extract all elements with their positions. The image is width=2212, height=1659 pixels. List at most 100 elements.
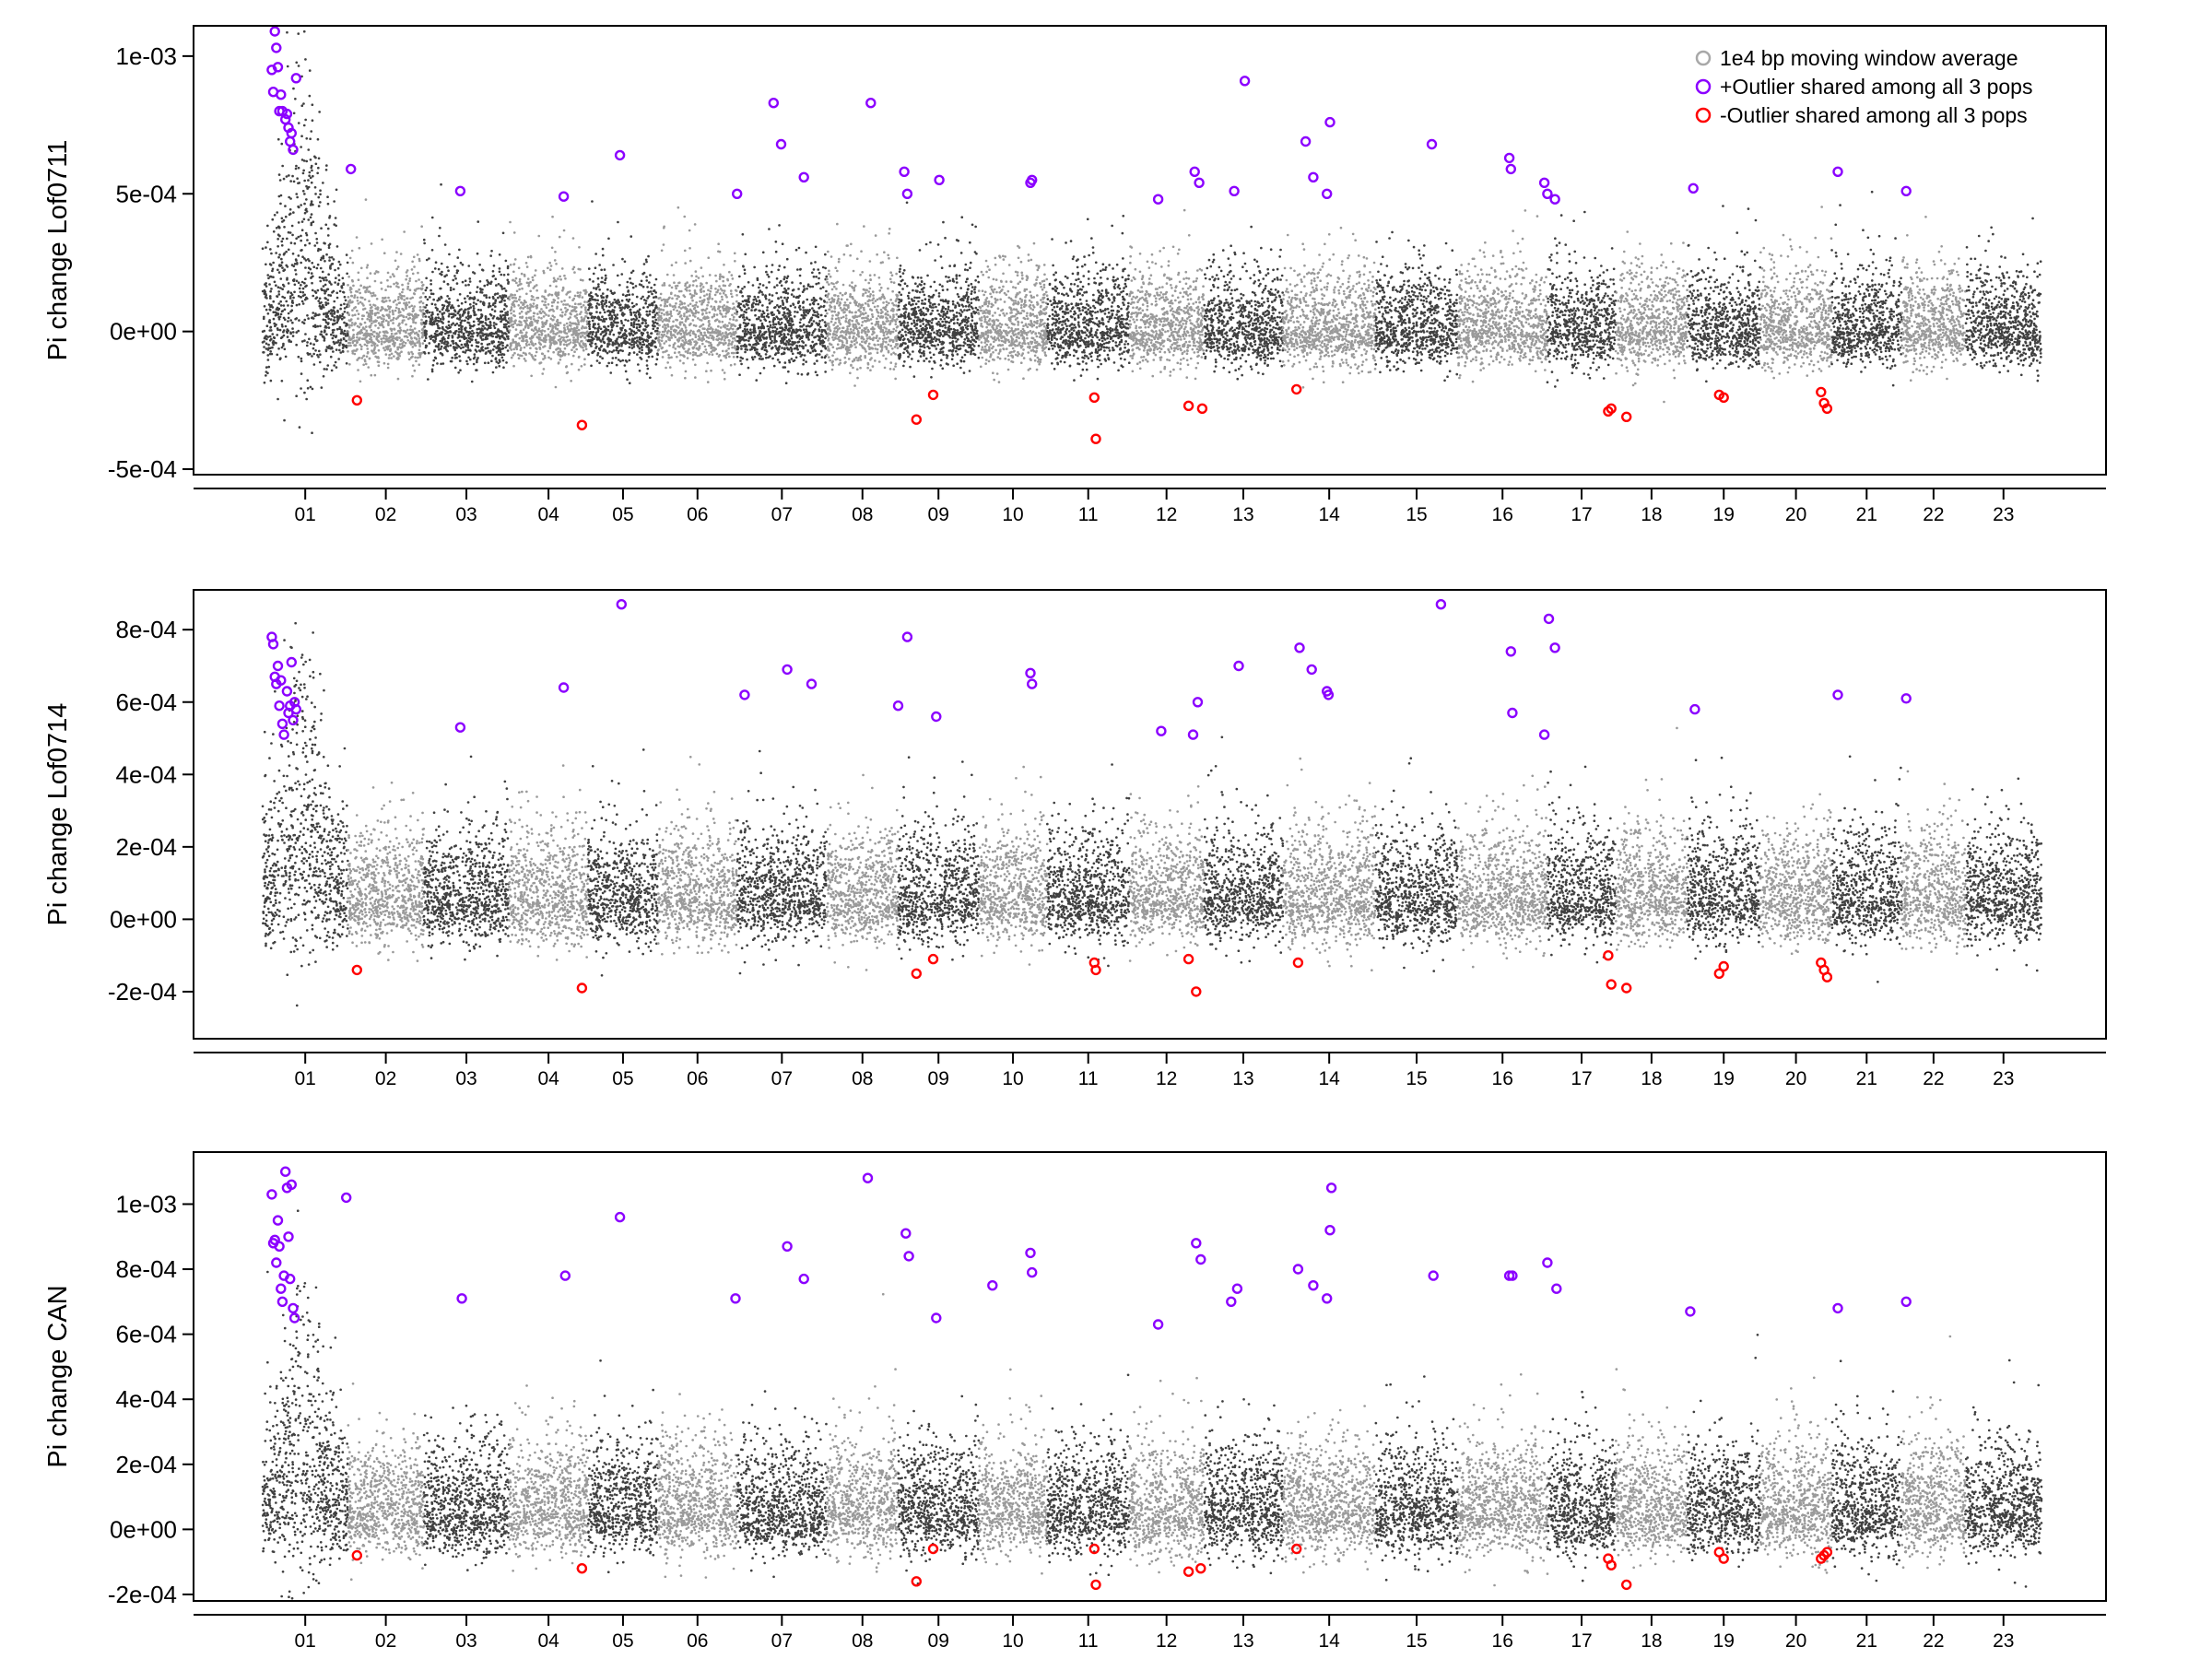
chromosome-points-06 bbox=[656, 206, 738, 383]
chromosome-points-08 bbox=[825, 773, 900, 971]
chromosome-points-07 bbox=[735, 749, 829, 975]
x-tick-label: 22 bbox=[1923, 504, 1944, 525]
chromosome-points-21 bbox=[1830, 190, 1903, 387]
chromosome-points-23 bbox=[1964, 777, 2043, 972]
legend-label: -Outlier shared among all 3 pops bbox=[1720, 103, 2028, 127]
y-tick-label: 2e-04 bbox=[116, 833, 178, 861]
neg-outlier-point bbox=[1821, 403, 1833, 414]
pos-outlier-point bbox=[278, 1270, 289, 1281]
chromosome-scatter-08 bbox=[825, 222, 900, 387]
pos-outlier-point bbox=[1233, 660, 1244, 672]
chromosome-scatter-02 bbox=[347, 198, 426, 383]
x-tick-label: 12 bbox=[1156, 1068, 1177, 1089]
pos-outlier-point bbox=[987, 1279, 998, 1291]
x-tick-label: 11 bbox=[1078, 1630, 1099, 1652]
chromosome-points-04 bbox=[508, 215, 590, 389]
neg-outlier-point bbox=[576, 419, 588, 430]
chromosome-scatter-06 bbox=[657, 1393, 738, 1579]
y-tick-label: 4e-04 bbox=[116, 1385, 178, 1413]
pos-outlier-point bbox=[559, 1270, 571, 1281]
chromosome-points-11 bbox=[1045, 763, 1131, 968]
pos-outlier-point bbox=[1187, 729, 1199, 740]
pos-outlier-point bbox=[1156, 725, 1167, 736]
pos-outlier-point bbox=[283, 1231, 294, 1242]
pos-outlier-point bbox=[1152, 1319, 1164, 1330]
chromosome-scatter-13 bbox=[1203, 735, 1285, 964]
neg-outlier-point bbox=[1196, 403, 1208, 414]
chromosome-points-01 bbox=[261, 29, 349, 434]
y-tick-label: -2e-04 bbox=[108, 978, 177, 1006]
pos-outlier-point bbox=[267, 639, 279, 650]
y-tick-label: 4e-04 bbox=[116, 760, 178, 788]
pos-outlier-point bbox=[1900, 1296, 1912, 1308]
pos-outlier-point bbox=[346, 163, 357, 175]
pos-outlier-point bbox=[558, 682, 570, 693]
x-tick-label: 05 bbox=[612, 1630, 633, 1652]
pos-outlier-point bbox=[1549, 194, 1560, 205]
pos-outlier-point bbox=[286, 127, 297, 139]
x-tick-label: 03 bbox=[455, 1630, 477, 1652]
x-tick-label: 08 bbox=[852, 1630, 873, 1652]
x-tick-label: 02 bbox=[375, 1068, 396, 1089]
pos-outlier-point bbox=[266, 1189, 277, 1200]
chromosome-scatter-06 bbox=[656, 756, 738, 956]
chromosome-points-13 bbox=[1203, 735, 1285, 964]
pos-outlier-point bbox=[1323, 689, 1335, 700]
pos-outlier-point bbox=[931, 1312, 942, 1324]
chromosome-scatter-18 bbox=[1614, 726, 1688, 951]
x-tick-label: 02 bbox=[375, 1630, 396, 1652]
pos-outlier-point bbox=[274, 700, 285, 712]
chromosome-points-13 bbox=[1203, 1398, 1285, 1575]
neg-outlier-point bbox=[1606, 403, 1617, 414]
pos-outlier-point bbox=[285, 135, 296, 147]
chromosome-points-19 bbox=[1686, 756, 1761, 960]
y-axis-label: Pi change Lof0714 bbox=[43, 703, 73, 926]
legend: 1e4 bp moving window average +Outlier sha… bbox=[1695, 46, 2032, 127]
x-tick-label: 04 bbox=[537, 1068, 559, 1089]
pos-outlier-point bbox=[1026, 1266, 1038, 1278]
pos-outlier-point bbox=[798, 1273, 809, 1285]
pos-outlier-point bbox=[1507, 1270, 1518, 1281]
legend-marker bbox=[1695, 107, 1712, 124]
chromosome-points-07 bbox=[735, 1390, 829, 1579]
y-tick-label: 2e-04 bbox=[116, 1451, 178, 1478]
x-tick-label: 13 bbox=[1232, 504, 1253, 525]
pos-outlier-point bbox=[1542, 1257, 1553, 1268]
x-tick-label: 19 bbox=[1713, 504, 1735, 525]
x-tick-label: 12 bbox=[1156, 504, 1177, 525]
x-tick-label: 15 bbox=[1406, 1068, 1427, 1089]
chromosome-scatter-16 bbox=[1456, 774, 1549, 969]
x-tick-label: 03 bbox=[455, 504, 477, 525]
pos-outlier-point bbox=[1025, 1247, 1036, 1259]
chromosome-scatter-15 bbox=[1374, 757, 1459, 972]
chromosome-scatter-23 bbox=[1964, 217, 2042, 382]
neg-outlier-point bbox=[1290, 1543, 1302, 1555]
neg-outlier-point bbox=[1290, 383, 1302, 395]
x-tick-label: 06 bbox=[687, 1068, 708, 1089]
pos-outlier-point bbox=[1428, 1270, 1439, 1281]
pos-outlier-point bbox=[1832, 1302, 1843, 1314]
pos-outlier-point bbox=[281, 108, 293, 120]
neg-outlier-point bbox=[1090, 433, 1101, 444]
x-tick-label: 09 bbox=[928, 504, 949, 525]
chromosome-points-23 bbox=[1964, 217, 2042, 382]
y-axis-label: Pi change Lof0711 bbox=[43, 140, 73, 361]
panel-frame bbox=[193, 1151, 2107, 1602]
pos-outlier-point bbox=[775, 138, 787, 150]
chromosome-scatter-07 bbox=[735, 749, 829, 975]
chromosome-points-10 bbox=[977, 765, 1049, 966]
pos-outlier-point bbox=[276, 1283, 287, 1294]
pos-outlier-point bbox=[276, 675, 287, 686]
pos-outlier-point bbox=[1503, 152, 1515, 164]
x-tick-label: 20 bbox=[1785, 1630, 1806, 1652]
pos-outlier-point bbox=[1900, 185, 1912, 197]
chromosome-points-15 bbox=[1374, 230, 1459, 382]
y-tick-label: 8e-04 bbox=[116, 616, 178, 643]
chromosome-points-17 bbox=[1546, 210, 1618, 388]
x-tick-label: 21 bbox=[1856, 1630, 1877, 1652]
chromosome-points-04 bbox=[508, 764, 590, 961]
chromosome-scatter-06 bbox=[656, 206, 738, 383]
pos-outlier-point bbox=[272, 660, 284, 672]
chromosome-scatter-04 bbox=[508, 764, 590, 961]
